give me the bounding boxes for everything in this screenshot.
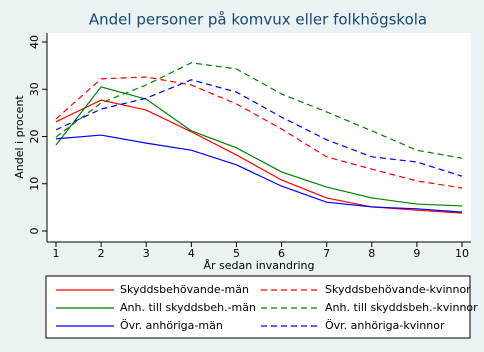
y-tick-label: 10	[28, 177, 41, 191]
y-axis-label: Andel i procent	[13, 95, 26, 179]
x-axis-label: År sedan invandring	[204, 259, 315, 272]
x-tick-label: 6	[278, 247, 285, 260]
series-line	[55, 134, 463, 213]
x-tick-label: 10	[455, 247, 469, 260]
y-tick-label: 40	[28, 35, 41, 49]
legend	[45, 275, 471, 339]
plot-area	[47, 33, 471, 242]
x-tick-label: 7	[323, 247, 330, 260]
x-tick-label: 1	[53, 247, 60, 260]
x-tick-label: 4	[188, 247, 195, 260]
legend-label: Övr. anhöriga-män	[120, 319, 223, 332]
legend-label: Skyddsbehövande-män	[120, 283, 249, 296]
legend-label: Anh. till skyddsbeh.-män	[120, 301, 256, 314]
x-tick-label: 8	[368, 247, 375, 260]
series-line	[55, 76, 463, 189]
series-line	[55, 99, 463, 214]
x-tick-label: 3	[143, 247, 150, 260]
legend-label: Skyddsbehövande-kvinnor	[325, 283, 471, 296]
legend-label: Anh. till skyddsbeh.-kvinnor	[325, 301, 478, 314]
y-tick-label: 20	[28, 130, 41, 144]
legend-label: Övr. anhöriga-kvinnor	[325, 319, 445, 332]
x-tick-label: 2	[98, 247, 105, 260]
series-line	[55, 86, 463, 207]
x-tick-label: 9	[413, 247, 420, 260]
y-tick-label: 0	[28, 228, 41, 235]
series-line	[55, 62, 463, 159]
x-tick-label: 5	[233, 247, 240, 260]
chart-title: Andel personer på komvux eller folkhögsk…	[89, 11, 427, 29]
y-tick-label: 30	[28, 82, 41, 96]
series-line	[55, 79, 463, 177]
